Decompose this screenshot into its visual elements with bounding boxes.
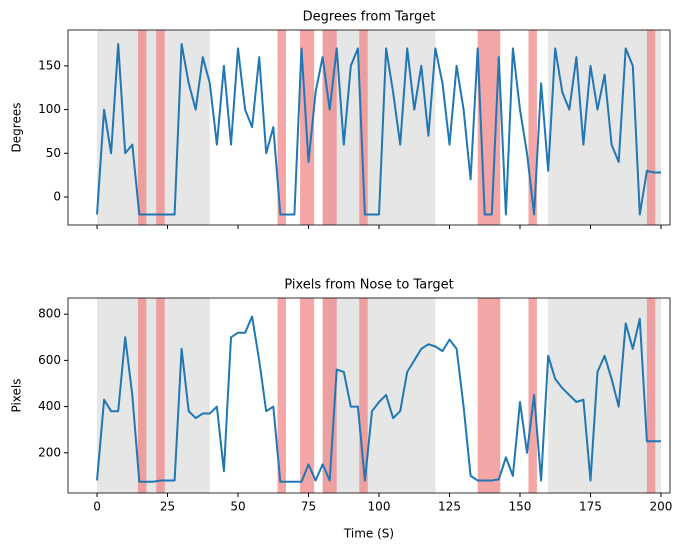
x-tick-label: 25 bbox=[160, 500, 175, 514]
red-span bbox=[137, 298, 147, 493]
data-line bbox=[96, 315, 661, 483]
gray-span bbox=[97, 30, 210, 225]
red-span bbox=[277, 30, 286, 225]
y-tick-label: 200 bbox=[38, 445, 61, 459]
red-span bbox=[646, 30, 656, 225]
y-tick-label: 0 bbox=[53, 190, 61, 204]
y-tick-label: 100 bbox=[38, 102, 61, 116]
x-tick-label: 75 bbox=[301, 500, 316, 514]
red-span bbox=[528, 298, 537, 493]
y-tick-label: 800 bbox=[38, 307, 61, 321]
gray-span bbox=[548, 298, 661, 493]
x-tick-label: 0 bbox=[93, 500, 101, 514]
x-tick-label: 100 bbox=[368, 500, 391, 514]
y-axis-label: Degrees bbox=[10, 103, 24, 153]
red-span bbox=[477, 298, 501, 493]
x-axis-label: Time (S) bbox=[343, 527, 394, 541]
y-tick-label: 150 bbox=[38, 58, 61, 72]
y-tick-label: 600 bbox=[38, 353, 61, 367]
gray-span bbox=[548, 30, 661, 225]
x-tick-label: 150 bbox=[509, 500, 532, 514]
red-span bbox=[359, 30, 368, 225]
chart-title: Pixels from Nose to Target bbox=[284, 278, 453, 293]
x-tick-label: 125 bbox=[438, 500, 461, 514]
red-span bbox=[156, 298, 165, 493]
red-span bbox=[137, 30, 147, 225]
red-span bbox=[322, 298, 337, 493]
y-tick-label: 400 bbox=[38, 399, 61, 413]
y-axis-label: Pixels bbox=[10, 378, 24, 412]
axes-frame bbox=[67, 29, 671, 226]
data-line bbox=[96, 43, 661, 216]
red-span bbox=[646, 298, 656, 493]
chart-title: Degrees from Target bbox=[303, 10, 436, 25]
gray-span bbox=[322, 298, 436, 493]
red-span bbox=[277, 298, 286, 493]
red-span bbox=[528, 30, 537, 225]
red-span bbox=[300, 298, 315, 493]
red-span bbox=[359, 298, 368, 493]
axes-frame bbox=[67, 297, 671, 494]
x-tick-label: 175 bbox=[579, 500, 602, 514]
y-tick-label: 50 bbox=[46, 146, 61, 160]
red-span bbox=[156, 30, 165, 225]
gray-span bbox=[97, 298, 210, 493]
x-tick-label: 200 bbox=[650, 500, 673, 514]
x-tick-label: 50 bbox=[230, 500, 245, 514]
